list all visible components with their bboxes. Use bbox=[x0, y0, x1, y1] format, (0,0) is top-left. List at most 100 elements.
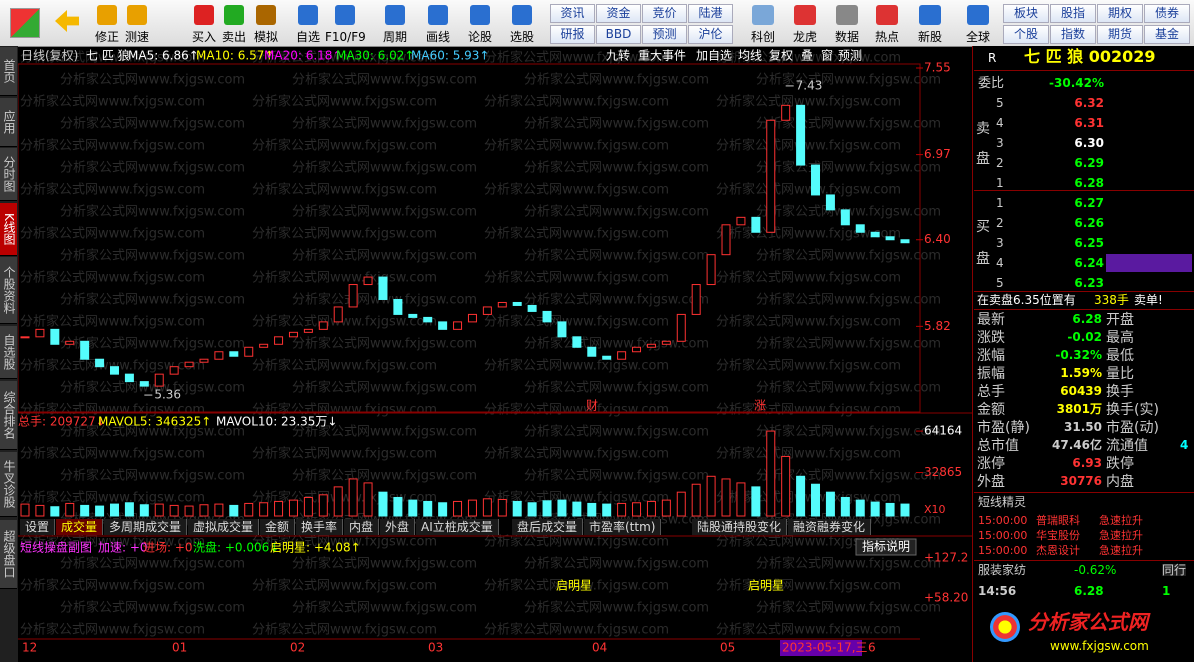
watermark: 分析家公式网www.fxjgsw.com bbox=[484, 94, 669, 110]
grid-button[interactable]: 期权 bbox=[1097, 4, 1143, 23]
help-label[interactable]: 指标说明 bbox=[862, 539, 910, 554]
side-tab[interactable]: 应用 bbox=[0, 98, 17, 147]
volume-tab[interactable]: 盘后成交量 bbox=[512, 519, 584, 535]
spirit-stock[interactable]: 普瑞眼科 bbox=[1036, 514, 1080, 527]
volume-tab[interactable]: 金额 bbox=[260, 519, 296, 535]
chart-button[interactable]: 九转 bbox=[606, 48, 630, 63]
grid-button[interactable]: 竞价 bbox=[642, 4, 687, 23]
tool-label[interactable]: 自选 bbox=[295, 30, 320, 44]
side-tab[interactable]: 分时图 bbox=[0, 148, 17, 201]
tool-icon[interactable] bbox=[967, 5, 989, 25]
volume-tab[interactable]: 虚拟成交量 bbox=[188, 519, 260, 535]
spirit-stock[interactable]: 华宝股份 bbox=[1036, 529, 1080, 542]
grid-button[interactable]: 个股 bbox=[1003, 25, 1049, 44]
volume-tab[interactable]: 陆股通持股变化 bbox=[692, 519, 788, 535]
tool-label[interactable]: 热点 bbox=[874, 30, 899, 44]
grid-button[interactable]: 股指 bbox=[1050, 4, 1096, 23]
volume-bar bbox=[80, 504, 90, 517]
chart-button[interactable]: 均线 bbox=[738, 49, 762, 63]
tool-icon[interactable] bbox=[470, 5, 490, 25]
stat-label: 总市值 bbox=[977, 438, 1019, 454]
grid-button[interactable]: 指数 bbox=[1050, 25, 1096, 44]
tool-label[interactable]: 卖出 bbox=[221, 30, 246, 44]
tool-label[interactable]: 全球 bbox=[965, 30, 990, 44]
volume-tab[interactable]: 外盘 bbox=[380, 519, 416, 535]
tool-label[interactable]: 测速 bbox=[124, 30, 149, 44]
indicator-value: 加速: +0 bbox=[98, 541, 148, 555]
side-tab[interactable]: 综合排名 bbox=[0, 381, 17, 450]
grid-button[interactable]: 资讯 bbox=[550, 4, 595, 23]
tool-label[interactable]: 模拟 bbox=[253, 30, 278, 44]
grid-button[interactable]: BBD bbox=[596, 25, 641, 44]
volume-tab[interactable]: 内盘 bbox=[344, 519, 380, 535]
stat-value: 31.50 bbox=[1064, 420, 1102, 434]
volume-tab[interactable]: 成交量 bbox=[56, 519, 104, 535]
tick-time: 14:56 bbox=[978, 584, 1017, 598]
tool-label[interactable]: 新股 bbox=[917, 30, 942, 44]
grid-button[interactable]: 研报 bbox=[550, 25, 595, 44]
side-tab[interactable]: 自选股 bbox=[0, 326, 17, 379]
side-tab[interactable]: 牛叉诊股 bbox=[0, 452, 17, 517]
volume-tab[interactable]: AI立桩成交量 bbox=[416, 519, 499, 535]
tool-icon[interactable] bbox=[335, 5, 355, 25]
watermark: 分析家公式网www.fxjgsw.com bbox=[252, 270, 437, 286]
tool-label[interactable]: 选股 bbox=[509, 30, 534, 44]
side-tab[interactable]: 超级盘口 bbox=[0, 520, 17, 589]
volume-tab[interactable]: 多周期成交量 bbox=[104, 519, 188, 535]
tool-label[interactable]: 买入 bbox=[191, 30, 216, 44]
tool-icon[interactable] bbox=[512, 5, 532, 25]
tool-icon[interactable] bbox=[256, 5, 276, 25]
grid-button[interactable]: 板块 bbox=[1003, 4, 1049, 23]
grid-button[interactable]: 预测 bbox=[642, 25, 687, 44]
tool-icon[interactable] bbox=[752, 5, 774, 25]
grid-button[interactable]: 债券 bbox=[1144, 4, 1190, 23]
chart-button[interactable]: 复权 bbox=[769, 49, 793, 63]
grid-button[interactable]: 期货 bbox=[1097, 25, 1143, 44]
sector-peer[interactable]: 同行 bbox=[1162, 563, 1187, 577]
chart-button[interactable]: 窗 bbox=[821, 49, 833, 63]
volume-tab[interactable]: 融资融券变化 bbox=[788, 519, 872, 535]
tool-label[interactable]: 科创 bbox=[750, 30, 775, 44]
tool-icon[interactable] bbox=[919, 5, 941, 25]
chart-button[interactable]: 重大事件 bbox=[638, 49, 686, 63]
tool-icon[interactable] bbox=[836, 5, 858, 25]
side-tab[interactable]: 首页 bbox=[0, 47, 17, 96]
tool-icon[interactable] bbox=[794, 5, 816, 25]
grid-button[interactable]: 资金 bbox=[596, 4, 641, 23]
tool-label[interactable]: 龙虎 bbox=[792, 30, 817, 44]
tool-icon[interactable] bbox=[194, 5, 214, 25]
tool-label[interactable]: 修正 bbox=[94, 30, 119, 44]
volume-bar bbox=[363, 482, 373, 517]
book-price: 6.27 bbox=[1074, 196, 1104, 210]
tool-label[interactable]: 周期 bbox=[382, 30, 407, 44]
indicator-value: 进场: +0 bbox=[143, 541, 193, 555]
spirit-stock[interactable]: 杰恩设计 bbox=[1036, 544, 1080, 557]
chart-button[interactable]: 加自选 bbox=[696, 49, 732, 63]
stat-value: 4 bbox=[1180, 438, 1189, 452]
spirit-time: 15:00:00 bbox=[978, 544, 1028, 557]
tool-label[interactable]: 画线 bbox=[425, 30, 450, 44]
volume-tab[interactable]: 市盈率(ttm) bbox=[584, 519, 662, 535]
grid-button[interactable]: 沪伦 bbox=[688, 25, 733, 44]
watermark: 分析家公式网www.fxjgsw.com bbox=[292, 160, 477, 176]
tool-icon[interactable] bbox=[298, 5, 318, 25]
volume-tab[interactable]: 设置 bbox=[20, 519, 56, 535]
tool-icon[interactable] bbox=[428, 5, 448, 25]
tool-icon[interactable] bbox=[385, 5, 405, 25]
tool-icon[interactable] bbox=[876, 5, 898, 25]
side-tab[interactable]: K线图 bbox=[0, 203, 17, 256]
tool-label[interactable]: 论股 bbox=[467, 30, 492, 44]
grid-button[interactable]: 基金 bbox=[1144, 25, 1190, 44]
tool-label[interactable]: F10/F9 bbox=[325, 30, 366, 44]
tool-icon[interactable] bbox=[97, 5, 117, 25]
volume-tab[interactable]: 换手率 bbox=[296, 519, 344, 535]
tool-label[interactable]: 数据 bbox=[834, 30, 859, 44]
side-tab[interactable]: 个股资料 bbox=[0, 257, 17, 324]
watermark: 分析家公式网www.fxjgsw.com bbox=[252, 446, 437, 462]
grid-button[interactable]: 陆港 bbox=[688, 4, 733, 23]
tool-icon[interactable] bbox=[127, 5, 147, 25]
candle bbox=[35, 328, 45, 338]
chart-button[interactable]: 预测 bbox=[838, 49, 862, 63]
tool-icon[interactable] bbox=[224, 5, 244, 25]
chart-button[interactable]: 叠 bbox=[801, 49, 813, 63]
